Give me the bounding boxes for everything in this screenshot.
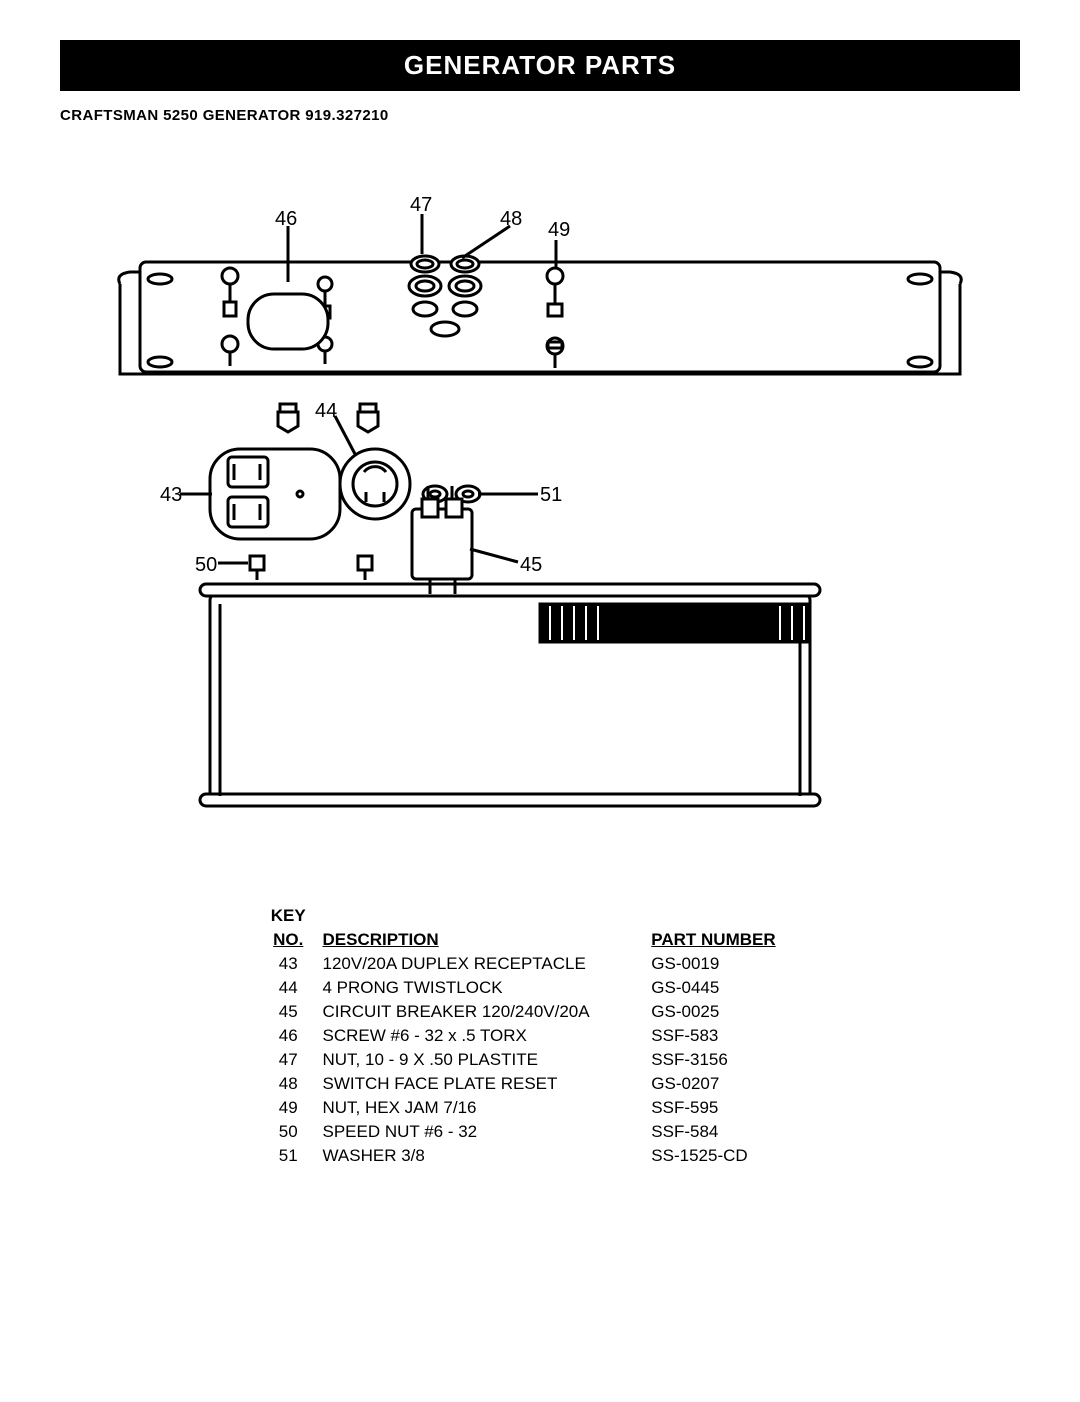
table-row: 43120V/20A DUPLEX RECEPTACLEGS-0019: [260, 952, 820, 976]
table-row: 48SWITCH FACE PLATE RESETGS-0207: [260, 1072, 820, 1096]
header-no: NO.: [260, 928, 317, 952]
callout-46: 46: [275, 208, 297, 231]
header-desc: DESCRIPTION: [317, 928, 646, 952]
model-subtitle: CRAFTSMAN 5250 GENERATOR 919.327210: [60, 107, 1020, 124]
callout-44: 44: [315, 400, 337, 423]
callout-50: 50: [195, 554, 217, 577]
table-row: 49NUT, HEX JAM 7/16SSF-595: [260, 1096, 820, 1120]
table-row: 51WASHER 3/8SS-1525-CD: [260, 1144, 820, 1168]
parts-table: KEY NO. DESCRIPTION PART NUMBER 43120V/2…: [260, 904, 820, 1168]
table-row: 444 PRONG TWISTLOCKGS-0445: [260, 976, 820, 1000]
table-row: 50SPEED NUT #6 - 32SSF-584: [260, 1120, 820, 1144]
callout-47: 47: [410, 194, 432, 217]
page-title: GENERATOR PARTS: [60, 40, 1020, 91]
table-row: 45CIRCUIT BREAKER 120/240V/20AGS-0025: [260, 1000, 820, 1024]
header-key: KEY: [260, 904, 317, 928]
table-row: 46SCREW #6 - 32 x .5 TORXSSF-583: [260, 1024, 820, 1048]
callout-49: 49: [548, 219, 570, 242]
header-part: PART NUMBER: [645, 928, 820, 952]
callout-48: 48: [500, 208, 522, 231]
callout-43: 43: [160, 484, 182, 507]
table-row: 47NUT, 10 - 9 X .50 PLASTITESSF-3156: [260, 1048, 820, 1072]
exploded-diagram: 43 44 45 46 47 48 49 50 51: [100, 154, 980, 834]
callout-51: 51: [540, 484, 562, 507]
callout-45: 45: [520, 554, 542, 577]
